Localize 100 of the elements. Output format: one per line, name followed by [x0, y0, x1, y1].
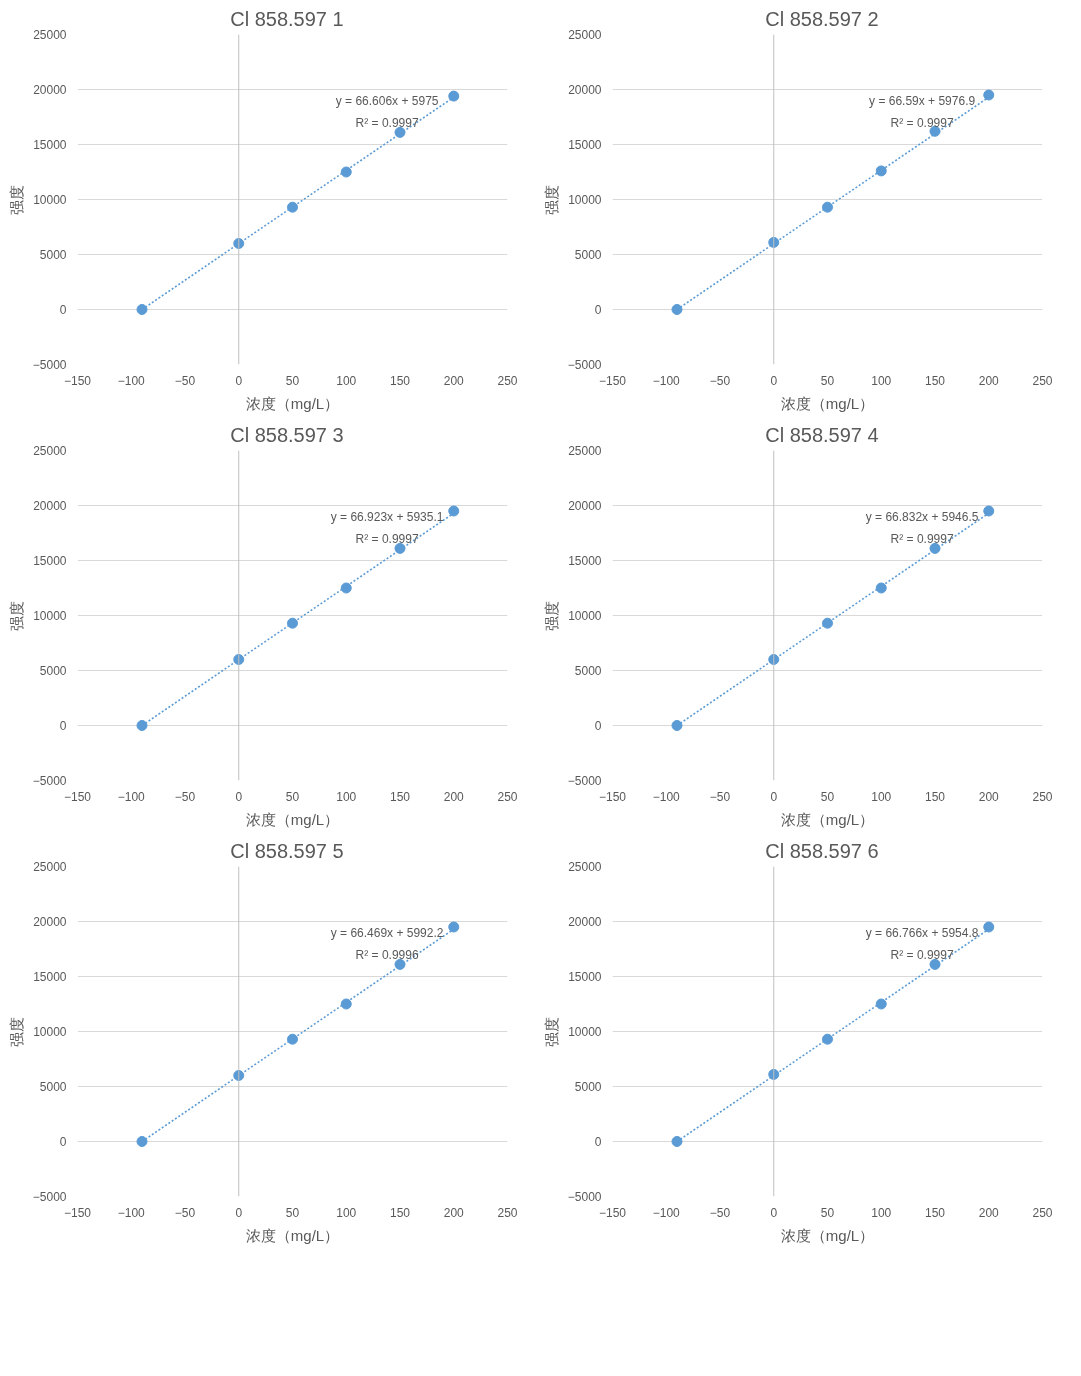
- x-tick-label: 0: [770, 373, 778, 388]
- y-tick-label: 15000: [33, 554, 67, 568]
- x-axis-title: 浓度（mg/L）: [245, 1226, 340, 1244]
- y-tick-label: 5000: [574, 1080, 602, 1094]
- y-tick-label: 10000: [33, 1025, 67, 1039]
- annotation: y = 66.469x + 5992.2: [330, 925, 444, 940]
- y-tick-label: 20000: [33, 915, 67, 929]
- x-tick-label: 250: [497, 373, 518, 388]
- y-tick-label: 15000: [568, 138, 602, 152]
- x-tick-label: 100: [336, 373, 357, 388]
- x-tick-label: −150: [598, 1205, 627, 1220]
- x-tick-label: 50: [285, 789, 300, 804]
- x-tick-label: −100: [117, 789, 146, 804]
- annotation: y = 66.832x + 5946.5: [865, 509, 979, 524]
- x-tick-label: −50: [709, 373, 731, 388]
- x-tick-label: 100: [871, 373, 892, 388]
- x-tick-label: −50: [174, 1205, 196, 1220]
- y-tick-label: 25000: [33, 860, 67, 874]
- x-tick-label: 250: [1032, 789, 1053, 804]
- x-tick-label: 150: [389, 373, 411, 388]
- x-tick-label: 0: [770, 1205, 778, 1220]
- y-tick-label: −5000: [32, 1190, 67, 1204]
- x-axis-title: 浓度（mg/L）: [780, 810, 875, 828]
- y-tick-label: −5000: [32, 358, 67, 372]
- x-tick-label: 150: [924, 1205, 946, 1220]
- x-tick-label: 250: [497, 1205, 518, 1220]
- x-tick-label: 0: [235, 1205, 243, 1220]
- y-tick-label: 0: [59, 1135, 67, 1149]
- annotation: R² = 0.9997: [890, 947, 954, 962]
- x-tick-label: 0: [235, 789, 243, 804]
- x-tick-label: 250: [1032, 1205, 1053, 1220]
- y-tick-label: 10000: [568, 193, 602, 207]
- y-tick-label: 25000: [33, 444, 67, 458]
- x-tick-label: 250: [497, 789, 518, 804]
- y-tick-label: 20000: [568, 83, 602, 97]
- x-tick-label: 100: [336, 789, 357, 804]
- y-tick-label: −5000: [32, 774, 67, 788]
- x-tick-label: −100: [652, 789, 681, 804]
- x-tick-label: 100: [871, 1205, 892, 1220]
- x-tick-label: −150: [63, 789, 92, 804]
- x-tick-label: 50: [285, 1205, 300, 1220]
- y-tick-label: 20000: [33, 83, 67, 97]
- x-tick-label: 200: [978, 1205, 1000, 1220]
- y-tick-label: 0: [594, 303, 602, 317]
- y-tick-label: 10000: [33, 609, 67, 623]
- x-axis-title: 浓度（mg/L）: [780, 394, 875, 412]
- x-tick-label: 150: [389, 789, 411, 804]
- y-tick-label: 15000: [568, 554, 602, 568]
- y-tick-label: 10000: [568, 1025, 602, 1039]
- annotation: y = 66.766x + 5954.8: [865, 925, 979, 940]
- x-tick-label: −150: [63, 373, 92, 388]
- y-tick-label: 20000: [568, 499, 602, 513]
- y-tick-label: 25000: [568, 860, 602, 874]
- annotation: R² = 0.9997: [355, 531, 419, 546]
- annotation: y = 66.923x + 5935.1: [330, 509, 444, 524]
- x-tick-label: 150: [924, 789, 946, 804]
- y-tick-label: 25000: [33, 28, 67, 42]
- x-tick-label: 50: [285, 373, 300, 388]
- x-axis-title: 浓度（mg/L）: [780, 1226, 875, 1244]
- y-tick-label: 5000: [39, 248, 67, 262]
- y-tick-label: 5000: [39, 664, 67, 678]
- x-tick-label: 150: [924, 373, 946, 388]
- y-tick-label: 20000: [568, 915, 602, 929]
- chart-title: Cl 858.597 1: [230, 7, 344, 30]
- x-tick-label: 50: [820, 789, 835, 804]
- annotation: R² = 0.9997: [890, 531, 954, 546]
- y-tick-label: 5000: [574, 248, 602, 262]
- x-axis-title: 浓度（mg/L）: [245, 394, 340, 412]
- chart-title: Cl 858.597 5: [230, 839, 344, 862]
- x-tick-label: −150: [598, 789, 627, 804]
- y-tick-label: 15000: [568, 970, 602, 984]
- chart-title: Cl 858.597 3: [230, 423, 344, 446]
- y-tick-label: 10000: [568, 609, 602, 623]
- x-tick-label: −50: [709, 789, 731, 804]
- x-tick-label: 250: [1032, 373, 1053, 388]
- annotation: R² = 0.9997: [890, 115, 954, 130]
- x-tick-label: −100: [117, 1205, 146, 1220]
- x-axis-title: 浓度（mg/L）: [245, 810, 340, 828]
- x-tick-label: −100: [117, 373, 146, 388]
- chart-title: Cl 858.597 4: [765, 423, 879, 446]
- y-tick-label: 5000: [39, 1080, 67, 1094]
- x-tick-label: −50: [174, 789, 196, 804]
- y-tick-label: 0: [59, 719, 67, 733]
- y-tick-label: 5000: [574, 664, 602, 678]
- annotation: R² = 0.9997: [355, 115, 419, 130]
- x-tick-label: 100: [336, 1205, 357, 1220]
- y-tick-label: 25000: [568, 444, 602, 458]
- x-tick-label: −50: [174, 373, 196, 388]
- chart-title: Cl 858.597 6: [765, 839, 879, 862]
- y-tick-label: 0: [594, 1135, 602, 1149]
- y-tick-label: −5000: [567, 358, 602, 372]
- y-axis-title: 强度: [542, 1016, 560, 1047]
- annotation: y = 66.59x + 5976.9: [869, 93, 976, 108]
- y-tick-label: −5000: [567, 1190, 602, 1204]
- y-axis-title: 强度: [7, 600, 25, 631]
- y-tick-label: 10000: [33, 193, 67, 207]
- x-tick-label: −150: [63, 1205, 92, 1220]
- x-tick-label: 0: [770, 789, 778, 804]
- x-tick-label: 200: [443, 373, 465, 388]
- y-axis-title: 强度: [542, 600, 560, 631]
